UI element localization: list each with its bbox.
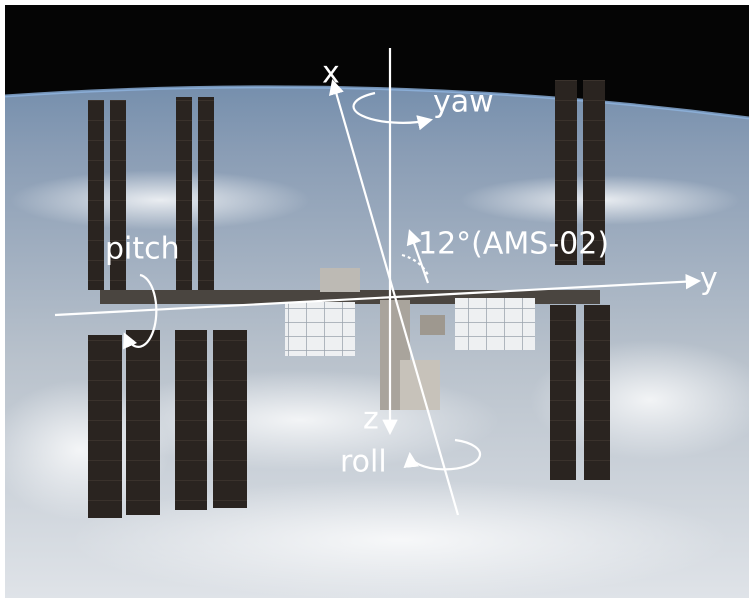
annotation: 12°(AMS-02) [418,227,609,262]
roll-label: roll [340,445,387,480]
pitch-label: pitch [105,232,180,267]
yaw-label: yaw [433,85,494,120]
iss-axes-figure: x y z yaw pitch roll 12°(AMS-02) [0,0,754,603]
x-label: x [322,56,340,91]
y-label: y [700,262,718,297]
z-label: z [363,402,379,437]
